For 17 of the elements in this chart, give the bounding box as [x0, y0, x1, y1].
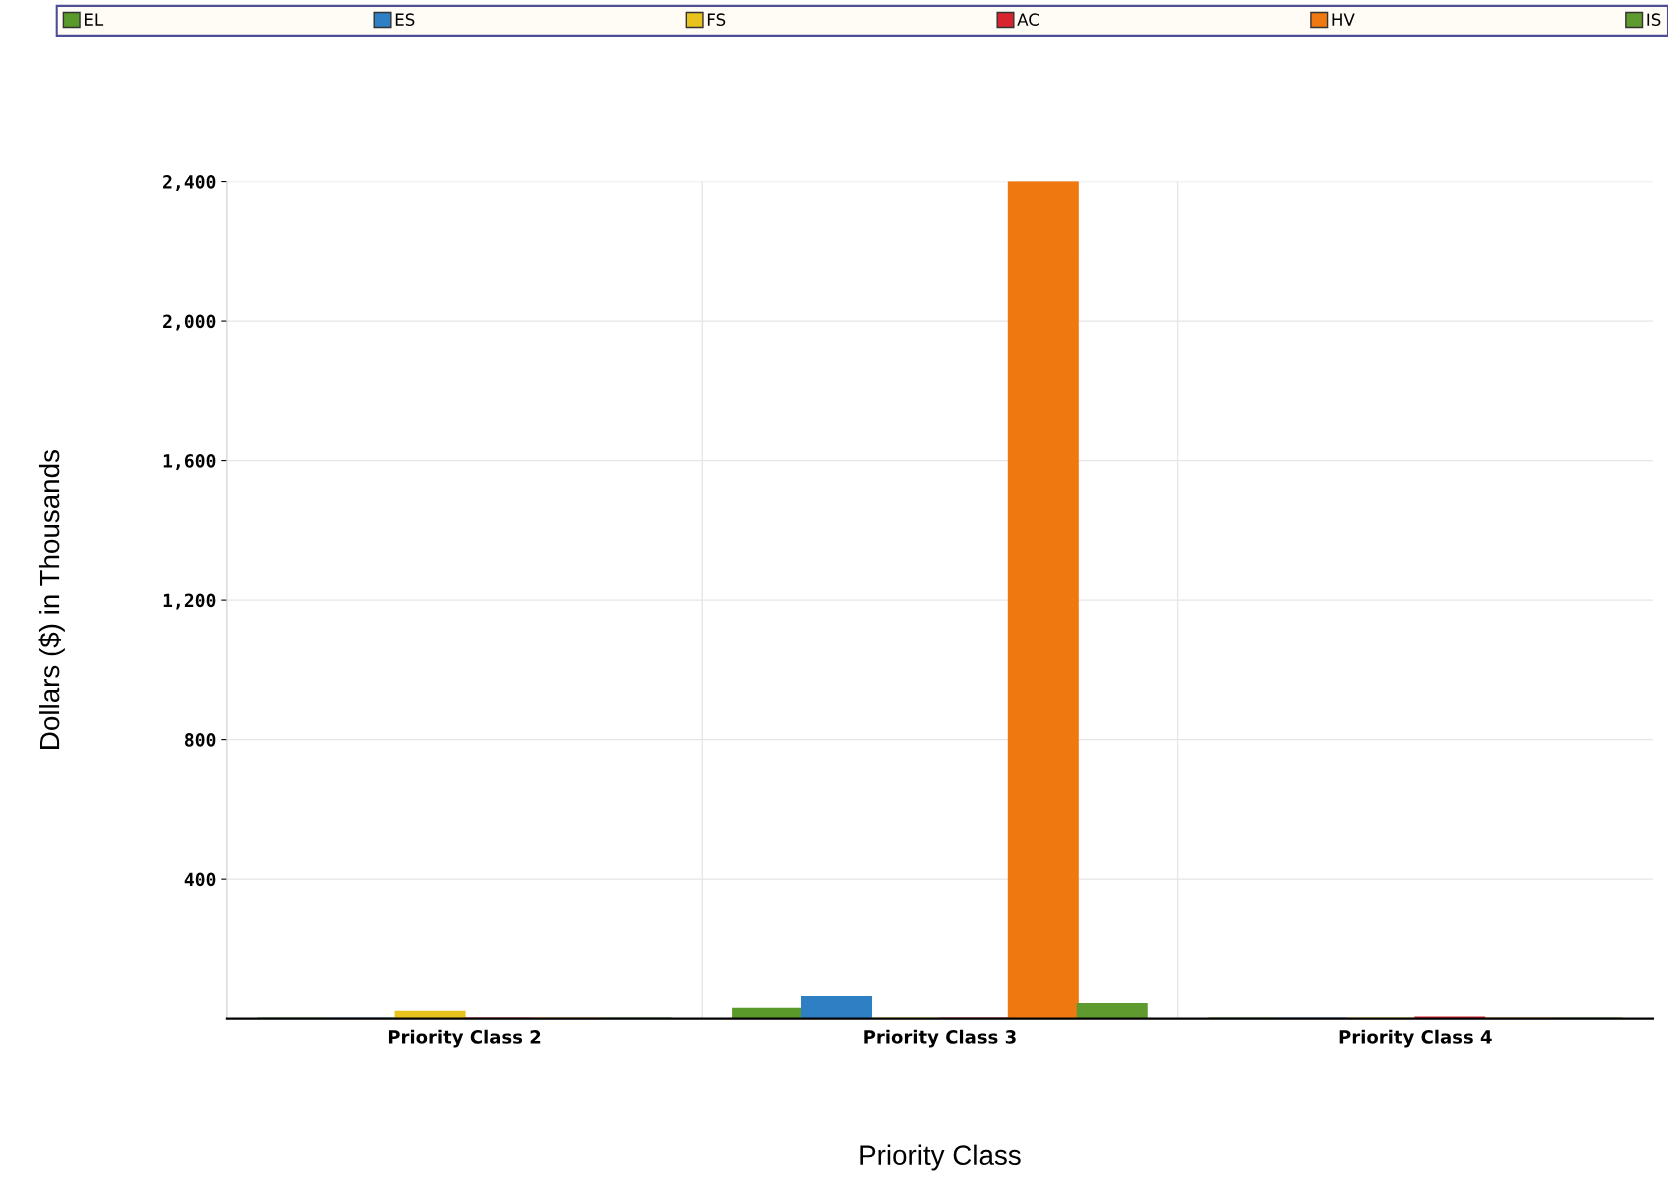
x-tick-label: Priority Class 4 [1339, 1029, 1492, 1048]
x-tick-label: Priority Class 3 [864, 1029, 1016, 1048]
legend-label: FS [707, 13, 726, 26]
y-axis-title: Dollars ($) in Thousands [38, 450, 65, 749]
y-tick-label: 400 [184, 872, 216, 887]
legend-label: IS [1647, 13, 1661, 26]
y-tick-label: 800 [184, 733, 216, 747]
y-tick-label: 2,400 [163, 175, 216, 191]
y-tick-label: 2,000 [163, 314, 216, 331]
x-axis-title: Priority Class [860, 1144, 1021, 1171]
y-tick-label: 1,200 [163, 593, 216, 610]
legend-label: ES [395, 13, 415, 26]
legend-label: EL [85, 13, 104, 26]
legend-label: AC [1017, 13, 1040, 26]
y-tick-label: 1,600 [163, 454, 216, 470]
x-tick-label: Priority Class 2 [388, 1029, 541, 1048]
legend-label: HV [1332, 13, 1355, 26]
